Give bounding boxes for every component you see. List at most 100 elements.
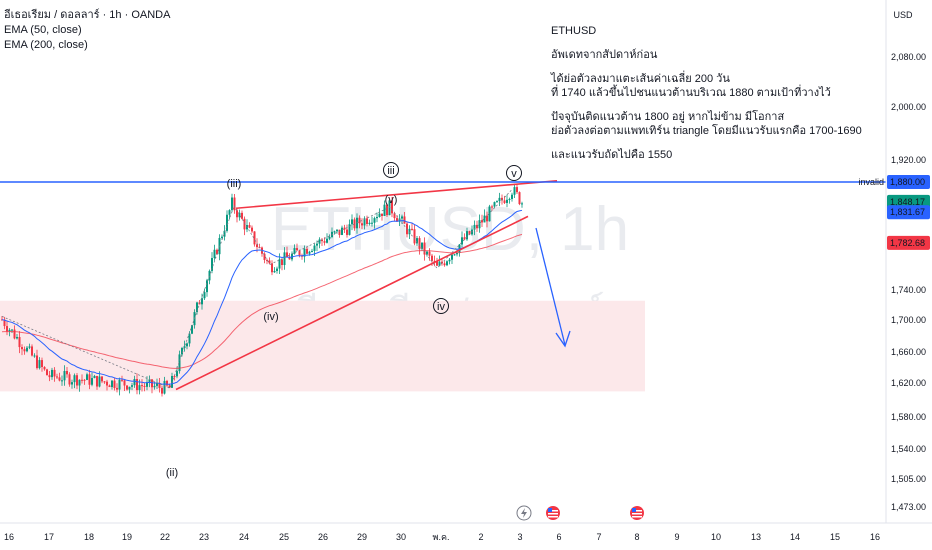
candle xyxy=(333,230,336,235)
candle xyxy=(53,367,56,382)
projection-arrow-head xyxy=(555,330,571,348)
chart-legend[interactable]: อีเธอเรียม / ดอลลาร์ · 1h · OANDA EMA (5… xyxy=(4,8,170,53)
upper-trendline xyxy=(235,179,558,210)
candle xyxy=(46,368,48,376)
candle xyxy=(378,208,381,218)
candle xyxy=(451,254,453,264)
candle xyxy=(56,373,58,379)
time-tick-label: 24 xyxy=(239,532,249,542)
analysis-note[interactable]: ETHUSD อัพเดทจากสัปดาห์ก่อน ได้ย่อตัวลงม… xyxy=(551,24,862,162)
candle xyxy=(101,376,103,384)
candle xyxy=(28,343,31,350)
time-axis[interactable]: 16 17 18 19 22 23 24 25 26 29 30 พ.ค. 2 3 6 7 8 9 10 13 14 15… xyxy=(0,522,932,542)
candle xyxy=(351,214,353,231)
candle xyxy=(88,369,91,390)
time-tick-label: 3 xyxy=(517,532,522,542)
candle xyxy=(271,260,273,276)
candles-layer xyxy=(1,183,523,397)
candle xyxy=(211,252,213,274)
symbol-title[interactable]: อีเธอเรียม / ดอลลาร์ · 1h · OANDA xyxy=(4,9,171,21)
candle xyxy=(173,374,176,381)
candle xyxy=(343,224,346,233)
candle xyxy=(366,215,368,227)
candle xyxy=(118,377,121,396)
candle xyxy=(428,248,431,261)
candle xyxy=(16,333,18,340)
candle xyxy=(141,379,143,392)
candle xyxy=(473,220,476,236)
price-tick-label: 1,473.00 xyxy=(891,502,926,512)
candle xyxy=(498,192,501,207)
time-tick-label: 14 xyxy=(790,532,800,542)
candle xyxy=(128,386,131,394)
price-badge: 1,831.67 xyxy=(887,205,930,220)
candle xyxy=(293,244,296,255)
candle xyxy=(516,184,518,194)
candle xyxy=(226,210,228,233)
candle xyxy=(253,231,256,247)
candle xyxy=(453,253,456,256)
candle xyxy=(336,229,338,234)
candle xyxy=(76,372,78,390)
wave-label-iii-paren: (iii) xyxy=(227,178,242,190)
candle xyxy=(373,216,376,229)
candle xyxy=(388,200,391,216)
wave-path-dotted-2 xyxy=(269,189,513,269)
candle xyxy=(518,191,521,206)
note-title: ETHUSD xyxy=(551,25,597,37)
svg-text:iv: iv xyxy=(437,301,445,313)
watermark-symbol: ETHUSD, 1h xyxy=(271,195,629,264)
candle xyxy=(36,349,38,370)
candle xyxy=(158,377,161,393)
candle xyxy=(68,372,71,387)
candle xyxy=(51,367,53,380)
wave-label-iv-circle: iv xyxy=(433,298,449,314)
candle xyxy=(413,225,416,246)
time-tick-label: 22 xyxy=(160,532,170,542)
wave-label-iii-circle: iii xyxy=(383,162,399,178)
lightning-event-icon[interactable] xyxy=(516,505,532,521)
candle xyxy=(26,345,28,353)
candle xyxy=(426,250,428,257)
wave-label-ii-paren: (ii) xyxy=(166,467,178,479)
candle xyxy=(133,375,136,388)
us-flag-event-icon[interactable] xyxy=(546,506,560,520)
event-icons[interactable] xyxy=(516,505,644,521)
candle xyxy=(151,378,153,394)
candle xyxy=(306,246,308,255)
currency-label: USD xyxy=(893,10,913,20)
invalid-label: invalid xyxy=(858,177,884,187)
candle xyxy=(126,385,128,391)
price-tick-label: 1,920.00 xyxy=(891,155,926,165)
ema50-legend[interactable]: EMA (50, close) xyxy=(4,24,82,36)
candle xyxy=(33,353,36,358)
price-badge: 1,782.68 xyxy=(887,235,930,250)
price-tick-label: 2,000.00 xyxy=(891,102,926,112)
price-axis[interactable]: USD 2,080.00 2,000.00 1,920.00 1,740.00 1,70… xyxy=(885,0,930,523)
time-tick-label: 2 xyxy=(478,532,483,542)
candle xyxy=(81,374,83,384)
time-tick-label: 17 xyxy=(44,532,54,542)
candle xyxy=(213,244,216,261)
candle xyxy=(223,225,226,241)
candle xyxy=(461,231,463,248)
candle xyxy=(493,201,496,208)
candle xyxy=(166,379,168,387)
candle xyxy=(268,257,271,264)
time-tick-label: 30 xyxy=(396,532,406,542)
candle xyxy=(281,259,283,271)
candle xyxy=(403,212,406,224)
candle xyxy=(481,214,483,227)
ema200-legend[interactable]: EMA (200, close) xyxy=(4,39,88,51)
candle xyxy=(231,193,233,213)
svg-text:1,848.17: 1,848.17 xyxy=(890,197,925,207)
candle xyxy=(448,257,451,265)
candle xyxy=(446,260,448,267)
us-flag-event-icon[interactable] xyxy=(630,506,644,520)
candle xyxy=(303,245,306,263)
candle xyxy=(238,209,241,221)
time-tick-label: 16 xyxy=(870,532,880,542)
note-line: ได้ย่อตัวลงมาแตะเส้นค่าเฉลี่ย 200 วัน xyxy=(551,73,730,85)
candle xyxy=(411,223,413,231)
